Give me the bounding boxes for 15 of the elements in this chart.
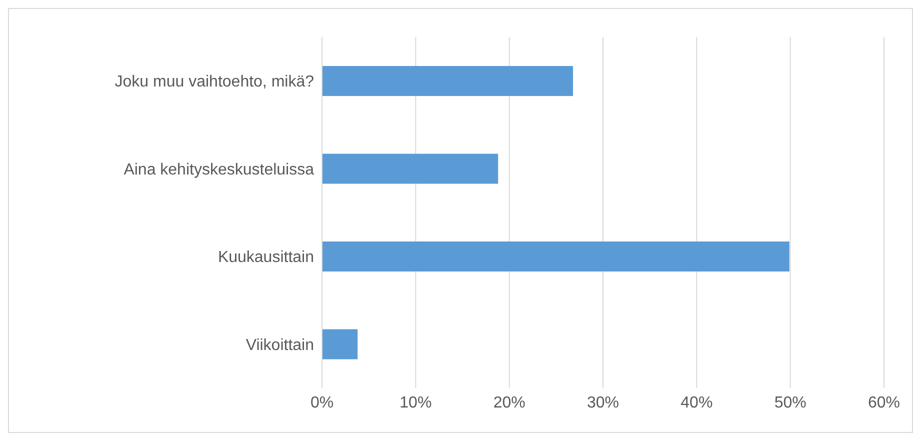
- x-tick-label: 40%: [680, 394, 713, 412]
- y-tick-label: Viikoittain: [246, 336, 314, 354]
- x-tick-label: 30%: [586, 394, 620, 412]
- y-tick-label: Kuukausittain: [218, 249, 314, 266]
- x-tick-label: 60%: [868, 394, 900, 412]
- x-tick-label: 20%: [493, 394, 526, 412]
- bar: [322, 329, 358, 360]
- x-tick-label: 0%: [310, 394, 334, 412]
- y-tick-label: Aina kehityskeskusteluissa: [124, 161, 314, 178]
- x-tick-label: 50%: [774, 394, 806, 412]
- bar: [322, 242, 790, 272]
- bar: [322, 66, 574, 96]
- bar: [322, 154, 498, 184]
- y-tick-label: Joku muu vaihtoehto, mikä?: [114, 74, 314, 91]
- x-tick-label: 10%: [400, 394, 432, 412]
